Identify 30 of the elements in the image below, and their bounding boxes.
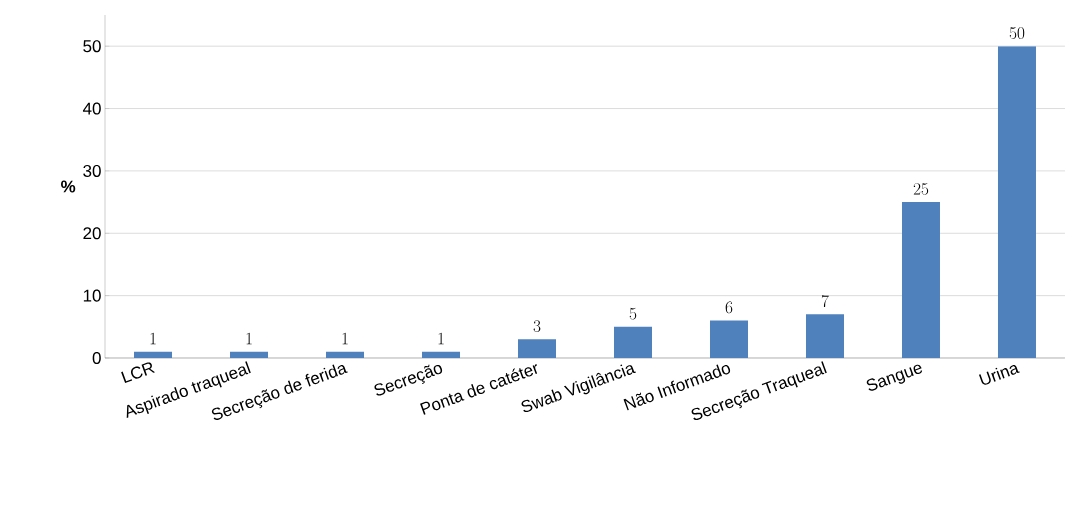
y-axis-title: % xyxy=(61,180,76,193)
y-tick-label: 50 xyxy=(83,40,101,53)
bar xyxy=(230,351,269,358)
bar xyxy=(422,351,460,358)
bar xyxy=(518,339,556,358)
y-tick-label: 10 xyxy=(83,289,101,302)
data-label: 1 xyxy=(438,332,444,345)
x-tick-label: Sangue xyxy=(866,364,923,391)
bar xyxy=(326,351,364,358)
bar xyxy=(997,46,1036,358)
y-tick-label: 40 xyxy=(82,102,101,115)
data-label: 1 xyxy=(150,332,156,345)
data-label: 5 xyxy=(629,307,637,320)
data-label: 1 xyxy=(246,332,252,345)
data-label: 7 xyxy=(821,295,829,308)
y-tick-label: 30 xyxy=(83,164,101,177)
y-tick-label: 0 xyxy=(92,351,101,365)
x-tick-label: Urina xyxy=(978,365,1020,385)
data-label: 50 xyxy=(1009,27,1025,39)
data-label: 6 xyxy=(725,301,733,314)
data-label: 25 xyxy=(913,183,929,195)
bar xyxy=(614,326,652,358)
bar xyxy=(901,202,940,358)
x-tick-label: LCR xyxy=(121,362,156,384)
data-label: 1 xyxy=(342,332,348,345)
bar xyxy=(710,320,748,358)
y-tick-label: 20 xyxy=(83,227,101,240)
bar xyxy=(805,314,844,358)
data-label: 3 xyxy=(533,320,541,333)
bar xyxy=(134,351,173,358)
